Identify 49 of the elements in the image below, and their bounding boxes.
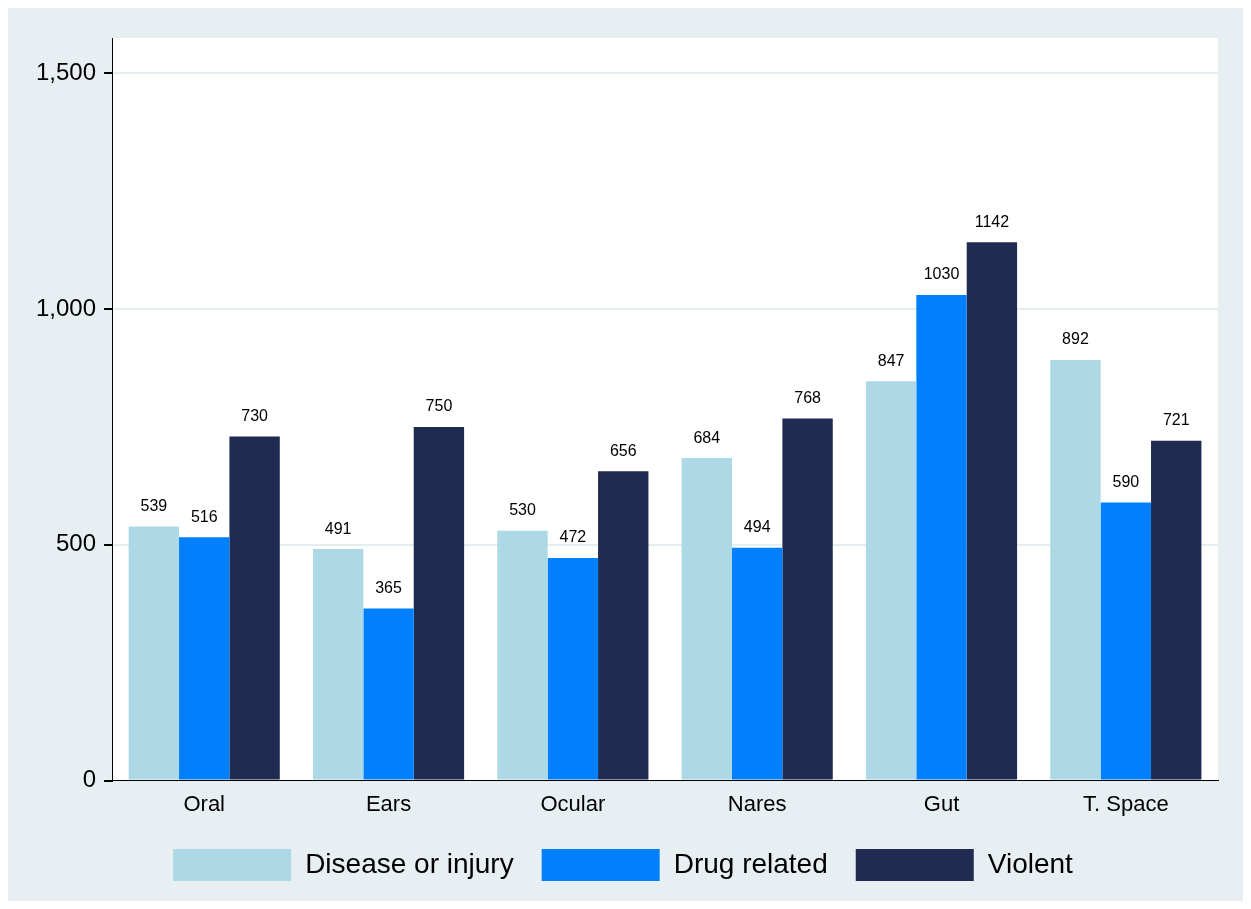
data-label: 539 (140, 496, 168, 514)
x-tick-label: Ocular (540, 790, 606, 816)
bar (782, 418, 833, 780)
bar (966, 242, 1018, 780)
legend-label: Violent (987, 847, 1074, 879)
bar (598, 471, 649, 780)
x-tick-label: T. Space (1083, 790, 1169, 816)
bar (1100, 502, 1152, 780)
bar (1151, 440, 1202, 780)
data-label: 590 (1112, 472, 1140, 490)
y-tick-label: 1,500 (36, 57, 97, 85)
data-label: 530 (509, 501, 536, 519)
data-label: 472 (559, 528, 587, 546)
data-label: 656 (609, 441, 637, 459)
data-label: 365 (375, 578, 402, 596)
bar (681, 458, 732, 780)
bar (312, 549, 364, 780)
x-tick-label: Ears (365, 790, 412, 816)
bar (865, 381, 917, 780)
bar (497, 530, 548, 780)
bar (128, 526, 180, 780)
data-label: 768 (794, 388, 822, 406)
bar (732, 547, 783, 780)
data-label: 1030 (923, 265, 960, 283)
bar (179, 537, 230, 780)
bar (1050, 360, 1101, 780)
bar (916, 294, 967, 780)
legend-label: Drug related (673, 847, 828, 879)
data-label: 1142 (974, 212, 1010, 230)
data-label: 494 (743, 518, 771, 536)
y-tick-label: 1,000 (36, 293, 97, 321)
legend-label: Disease or injury (305, 847, 514, 879)
data-label: 516 (190, 507, 218, 525)
data-label: 730 (241, 406, 269, 424)
bar (363, 608, 414, 780)
y-tick-label: 0 (82, 765, 97, 793)
bar (229, 436, 280, 780)
data-label: 847 (877, 351, 905, 369)
data-label: 892 (1062, 330, 1089, 348)
x-tick-label: Oral (183, 790, 225, 816)
bar (413, 426, 465, 780)
x-tick-label: Nares (727, 790, 787, 816)
bar (547, 558, 599, 780)
data-label: 721 (1162, 411, 1190, 429)
data-label: 750 (425, 397, 453, 415)
data-label: 684 (693, 428, 721, 446)
data-label: 491 (324, 519, 352, 537)
y-tick-label: 500 (56, 529, 97, 557)
x-tick-label: Gut (923, 790, 960, 816)
